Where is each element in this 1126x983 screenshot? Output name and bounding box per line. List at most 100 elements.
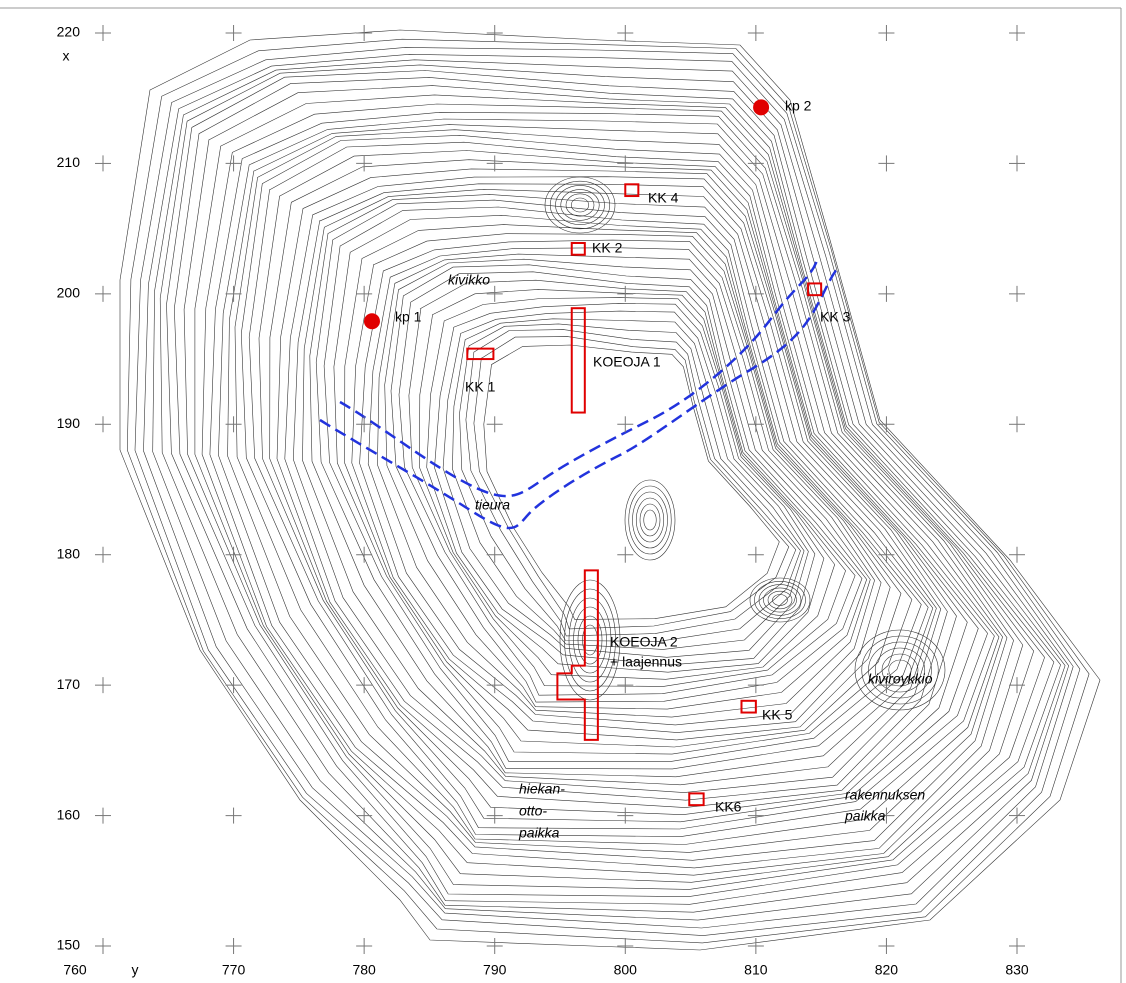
annotation: hiekan- [519, 781, 565, 797]
survey-point [753, 99, 770, 116]
contour [309, 194, 934, 778]
contour [555, 185, 605, 225]
area-label: KK 1 [465, 379, 496, 395]
contour [284, 176, 948, 801]
area-label: KK 2 [592, 240, 623, 256]
contour [544, 176, 616, 234]
area [807, 282, 823, 297]
contour [183, 85, 1045, 890]
y-tick-label: 180 [57, 545, 81, 561]
contour [248, 141, 988, 830]
annotation: kivikko [448, 272, 490, 288]
x-tick-label: 770 [222, 962, 246, 978]
contour [559, 579, 621, 701]
contour [624, 479, 676, 561]
contour [344, 224, 902, 748]
y-tick-label: 200 [57, 285, 81, 301]
y-tick-label: 170 [57, 676, 81, 692]
x-tick-label: 760 [63, 962, 87, 978]
trench [556, 569, 599, 741]
contour [126, 38, 1090, 944]
y-tick-label: 220 [57, 24, 81, 40]
area-label: KK6 [715, 799, 742, 815]
annotation: rakennuksen [845, 787, 925, 803]
area-label: KK 5 [762, 707, 793, 723]
contour [134, 47, 1081, 936]
contour [888, 659, 912, 681]
contour [881, 653, 919, 687]
y-tick-label: 150 [57, 937, 81, 953]
contour [635, 497, 665, 543]
contour [754, 580, 806, 619]
contour [234, 129, 1000, 845]
contour [861, 635, 939, 705]
survey-point [363, 313, 380, 330]
contour [442, 310, 809, 658]
area-label: KOEOJA 1 [593, 354, 661, 370]
road-edge [339, 257, 820, 498]
area [570, 307, 586, 414]
annotation: paikka [518, 825, 560, 841]
contour [384, 258, 868, 710]
contour [434, 303, 816, 666]
road-edge [319, 269, 841, 530]
contour [570, 197, 590, 213]
contour [173, 77, 1055, 898]
contour [565, 193, 595, 217]
contour [152, 59, 1070, 921]
contour [209, 111, 1014, 869]
contour [868, 641, 932, 699]
contour [143, 53, 1074, 929]
annotation: paikka [844, 808, 886, 824]
area [570, 241, 586, 256]
x-tick-label: 820 [875, 962, 899, 978]
contour [549, 180, 611, 230]
contour [573, 606, 607, 674]
marks [95, 25, 1025, 954]
axis-label: x [63, 48, 70, 64]
contour [632, 491, 668, 549]
x-tick-label: 800 [614, 962, 638, 978]
contour [763, 587, 797, 613]
area-label: KK 3 [820, 309, 851, 325]
x-tick-label: 790 [483, 962, 507, 978]
contour [749, 577, 811, 623]
contour [333, 214, 913, 755]
contour [276, 168, 957, 808]
contour [564, 588, 616, 692]
contour [628, 485, 672, 555]
point-label: kp 2 [785, 98, 812, 114]
contour [643, 509, 657, 531]
contour [568, 597, 612, 683]
contour [302, 188, 937, 786]
contour [874, 647, 926, 693]
x-tick-label: 830 [1005, 962, 1029, 978]
contour [359, 239, 882, 733]
contour [119, 29, 1101, 951]
contour [408, 279, 846, 687]
contour [194, 94, 1035, 883]
contour [227, 124, 1003, 853]
y-tick-label: 190 [57, 415, 81, 431]
area [466, 347, 495, 361]
contour [240, 134, 995, 837]
contour [767, 590, 793, 610]
contour [159, 64, 1066, 913]
contour [419, 289, 836, 680]
area [740, 699, 757, 714]
contour [166, 70, 1061, 905]
contour [258, 150, 979, 823]
y-tick-label: 210 [57, 154, 81, 170]
contour [269, 159, 968, 816]
contour [390, 264, 863, 703]
contour [639, 503, 661, 537]
annotation: tieura [475, 497, 510, 513]
contour [758, 584, 802, 616]
contour [398, 271, 856, 696]
contour [377, 253, 871, 718]
y-tick-label: 160 [57, 806, 81, 822]
area [624, 183, 640, 198]
contour [483, 344, 780, 620]
area-label: KOEOJA 2 [610, 634, 678, 650]
